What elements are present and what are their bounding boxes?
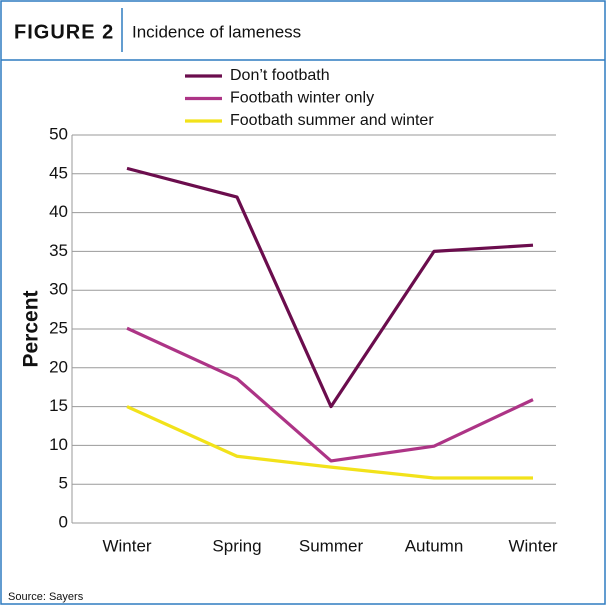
y-tick-label: 5 (59, 474, 68, 493)
legend-label: Footbath summer and winter (230, 112, 434, 129)
y-tick-label: 50 (49, 124, 68, 143)
y-axis-label: Percent (20, 290, 43, 367)
series-line (126, 166, 534, 409)
y-tick-label: 0 (59, 512, 68, 531)
y-tick-label: 10 (49, 435, 68, 454)
legend-label: Footbath winter only (230, 90, 374, 107)
chart-title: Incidence of lameness (132, 22, 301, 41)
x-tick-label: Autumn (405, 536, 464, 555)
series-line (126, 326, 534, 463)
y-tick-label: 45 (49, 163, 68, 182)
x-tick-label: Winter (508, 536, 557, 555)
x-tick-label: Spring (212, 536, 261, 555)
figure-label: FIGURE 2 (14, 21, 114, 43)
series-line (126, 405, 533, 480)
legend-label: Don’t footbath (230, 67, 330, 84)
y-tick-label: 20 (49, 357, 68, 376)
source: Source: Sayers (8, 591, 84, 603)
x-tick-label: Winter (102, 536, 151, 555)
frame (0, 0, 606, 605)
y-tick-label: 35 (49, 241, 68, 260)
y-tick-label: 40 (49, 202, 68, 221)
y-tick-label: 15 (49, 396, 68, 415)
y-tick-label: 30 (49, 280, 68, 299)
y-tick-label: 25 (49, 318, 68, 337)
x-tick-label: Summer (299, 536, 364, 555)
